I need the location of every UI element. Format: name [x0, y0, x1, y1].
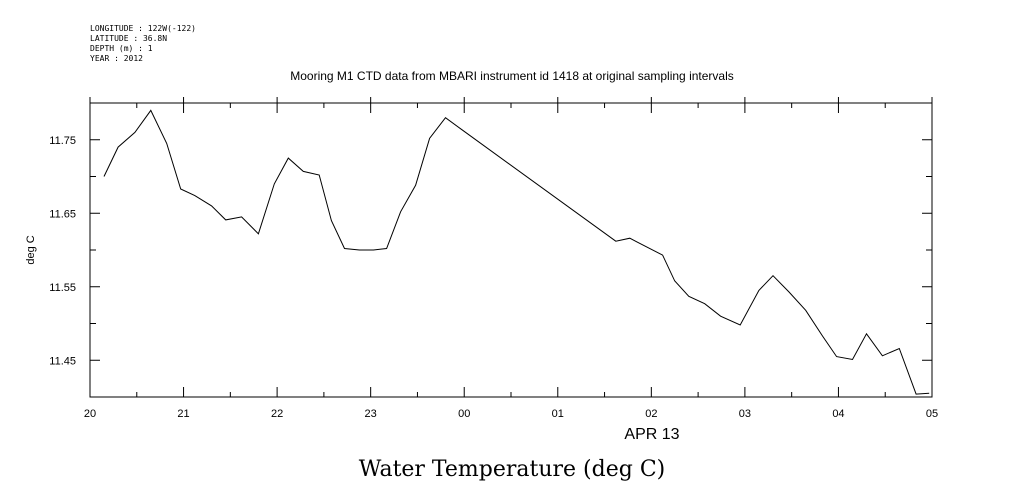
footer-title: Water Temperature (deg C)	[359, 457, 666, 482]
x-tick-label: 23	[365, 408, 377, 420]
depth-text: DEPTH (m) : 1	[90, 44, 153, 53]
longitude-text: LONGITUDE : 122W(-122)	[90, 24, 196, 33]
y-tick-label: 11.65	[49, 208, 76, 220]
x-tick-label: 21	[177, 408, 189, 420]
year-text: YEAR : 2012	[90, 54, 143, 63]
x-tick-label: 04	[832, 408, 844, 420]
x-tick-label: 20	[84, 408, 96, 420]
latitude-text: LATITUDE : 36.8N	[90, 34, 167, 43]
x-tick-label: 01	[552, 408, 564, 420]
y-tick-label: 11.55	[49, 282, 76, 294]
chart-title: Mooring M1 CTD data from MBARI instrumen…	[290, 69, 734, 83]
header-block: LONGITUDE : 122W(-122) LATITUDE : 36.8N …	[90, 24, 196, 63]
x-tick-label: 00	[458, 408, 470, 420]
x-tick-label: 05	[926, 408, 938, 420]
x-axis: 20 21 22 23 00 01 02 03 04 05	[84, 97, 938, 420]
plot-frame	[89, 102, 933, 398]
x-axis-label: APR 13	[624, 426, 679, 443]
x-tick-label: 02	[645, 408, 657, 420]
series-line-water-temperature	[103, 109, 930, 395]
y-axis: 11.45 11.55 11.65 11.75	[49, 102, 932, 398]
x-tick-label: 22	[271, 408, 283, 420]
y-tick-label: 11.45	[49, 355, 76, 367]
x-tick-label: 03	[739, 408, 751, 420]
y-tick-label: 11.75	[49, 135, 76, 147]
y-axis-label: deg C	[25, 235, 37, 264]
